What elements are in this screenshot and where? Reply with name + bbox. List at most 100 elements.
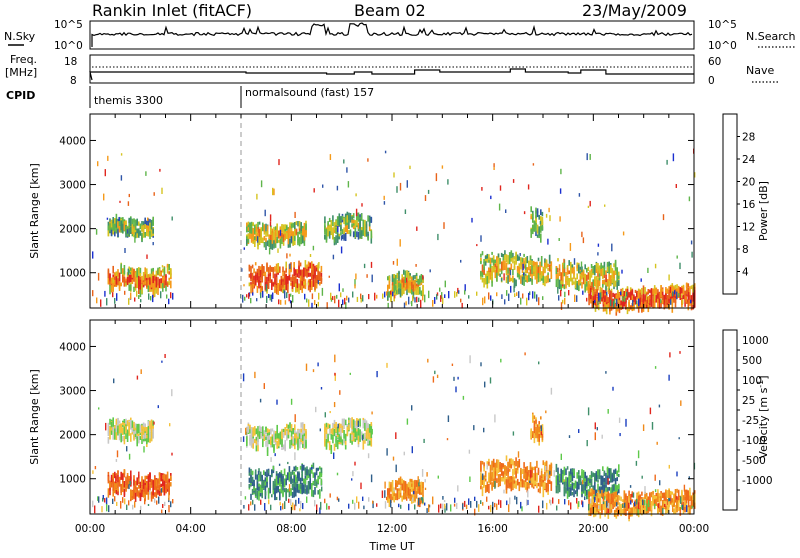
power-echo-cell (581, 232, 582, 237)
velocity-echo-cell (565, 468, 567, 475)
power-echo-cell (162, 283, 164, 292)
power-echo-cell (530, 278, 532, 282)
velocity-echo-cell (411, 479, 413, 483)
power-echo-cell (630, 292, 632, 300)
velocity-echo-layer (92, 351, 696, 521)
velocity-echo-cell (535, 473, 537, 478)
velocity-echo-cell (408, 504, 409, 511)
velocity-echo-cell (334, 444, 336, 451)
power-echo-cell (411, 289, 413, 294)
velocity-echo-cell (295, 482, 297, 488)
velocity-echo-cell (594, 482, 596, 490)
power-echo-cell (549, 279, 551, 283)
power-echo-cell (96, 298, 97, 304)
velocity-echo-cell (606, 501, 607, 508)
velocity-echo-cell (615, 478, 617, 484)
date-title: 23/May/2009 (582, 1, 687, 20)
power-echo-cell (583, 271, 585, 276)
power-echo-cell (536, 268, 538, 278)
power-echo-cell (485, 276, 487, 285)
power-echo-cell (112, 223, 114, 231)
velocity-echo-cell (539, 481, 541, 490)
power-ytick-label: 4000 (59, 135, 86, 147)
power-echo-cell (465, 284, 466, 291)
velocity-echo-cell (112, 499, 113, 504)
velocity-echo-cell (570, 469, 572, 475)
power-echo-cell (330, 154, 331, 160)
power-echo-cell (482, 251, 484, 255)
power-echo-cell (146, 268, 148, 278)
power-echo-cell (363, 227, 365, 231)
velocity-echo-cell (625, 419, 626, 427)
velocity-echo-cell (683, 495, 685, 501)
power-echo-cell (314, 280, 316, 287)
power-echo-cell (340, 218, 342, 223)
velocity-echo-cell (278, 439, 280, 447)
power-echo-cell (567, 270, 569, 274)
power-echo-cell (353, 220, 355, 223)
power-echo-cell (442, 165, 443, 168)
power-echo-cell (525, 257, 527, 264)
velocity-echo-cell (151, 481, 153, 485)
power-echo-cell (676, 292, 677, 300)
power-echo-cell (339, 283, 340, 291)
power-echo-cell (170, 292, 171, 298)
power-echo-cell (395, 285, 397, 290)
velocity-echo-cell (120, 433, 122, 443)
power-echo-cell (611, 291, 613, 300)
velocity-echo-cell (300, 478, 302, 484)
velocity-echo-cell (406, 486, 408, 492)
power-echo-cell (593, 287, 595, 291)
velocity-echo-cell (276, 400, 277, 405)
power-echo-cell (108, 270, 110, 274)
velocity-echo-cell (668, 498, 669, 501)
velocity-echo-cell (157, 490, 159, 494)
power-echo-cell (499, 204, 500, 211)
power-echo-cell (540, 209, 542, 215)
power-echo-cell (361, 230, 363, 236)
velocity-echo-cell (522, 469, 524, 474)
power-echo-cell (665, 287, 667, 293)
velocity-echo-cell (334, 402, 335, 407)
velocity-echo-cell (342, 419, 344, 426)
velocity-echo-cell (401, 484, 403, 491)
velocity-echo-cell (433, 376, 434, 382)
velocity-echo-cell (624, 492, 626, 502)
velocity-echo-cell (149, 490, 150, 495)
power-echo-cell (283, 224, 285, 234)
power-echo-cell (153, 242, 154, 245)
velocity-echo-cell (138, 472, 139, 479)
velocity-echo-cell (669, 352, 670, 357)
power-echo-cell (165, 276, 167, 285)
power-echo-cell (616, 294, 618, 299)
power-echo-cell (557, 268, 558, 272)
velocity-echo-cell (679, 351, 680, 354)
power-echo-cell (560, 169, 561, 174)
power-echo-cell (286, 253, 287, 258)
power-echo-cell (610, 300, 611, 307)
velocity-echo-cell (297, 441, 299, 451)
velocity-echo-cell (288, 429, 290, 435)
power-echo-cell (546, 276, 548, 282)
power-echo-cell (588, 206, 589, 208)
power-echo-cell (258, 269, 260, 275)
cpid-row: CPID themis 3300 normalsound (fast) 157 (6, 86, 374, 108)
power-echo-cell (334, 296, 335, 304)
velocity-echo-cell (304, 424, 306, 431)
power-echo-cell (300, 222, 302, 231)
power-echo-cell (120, 283, 122, 287)
velocity-echo-cell (127, 430, 129, 435)
power-echo-cell (676, 284, 678, 288)
power-echo-cell (519, 267, 521, 274)
velocity-echo-cell (454, 498, 455, 503)
velocity-echo-cell (551, 481, 553, 491)
velocity-echo-cell (411, 405, 412, 410)
power-echo-cell (253, 268, 255, 273)
power-echo-cell (308, 282, 310, 285)
power-echo-cell (656, 295, 658, 300)
power-echo-cell (581, 262, 582, 267)
velocity-echo-cell (584, 492, 586, 496)
power-echo-cell (408, 297, 409, 305)
velocity-echo-cell (353, 420, 355, 426)
velocity-echo-cell (141, 439, 143, 444)
